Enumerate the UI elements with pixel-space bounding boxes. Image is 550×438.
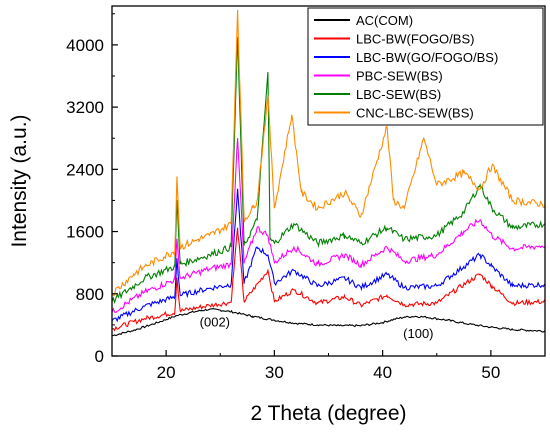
x-axis-title: 2 Theta (degree) [250, 402, 406, 425]
series-line-5 [112, 37, 545, 305]
peak-annotation: (100) [403, 326, 433, 341]
x-tick-label: 40 [373, 363, 392, 382]
peak-annotation: (002) [200, 314, 230, 329]
legend-label: AC(COM) [356, 13, 413, 28]
legend: AC(COM) LBC-BW(FOGO/BS) LBC-BW(GO/FOGO/BS)… [307, 7, 544, 126]
legend-label: LBC-BW(FOGO/BS) [356, 32, 474, 47]
y-tick-label: 2400 [66, 160, 104, 179]
y-tick-label: 3200 [66, 98, 104, 117]
annotations: (002) (100) [200, 314, 434, 341]
x-tick-label: 30 [265, 363, 284, 382]
y-tick-label: 1600 [66, 223, 104, 242]
axes-ticks: 20 30 40 50 0 800 1600 2400 3200 4000 [66, 13, 546, 382]
x-tick-label: 20 [157, 363, 176, 382]
legend-box [307, 7, 544, 126]
plot-area [112, 9, 545, 337]
legend-label: CNC-LBC-SEW(BS) [356, 106, 474, 121]
legend-label: LBC-SEW(BS) [356, 87, 441, 102]
series-line-2 [112, 227, 545, 332]
x-tick-label: 50 [481, 363, 500, 382]
y-axis-title: Intensity (a.u.) [8, 114, 31, 247]
series-line-4 [112, 138, 545, 313]
y-tick-label: 4000 [66, 36, 104, 55]
legend-label: PBC-SEW(BS) [356, 69, 443, 84]
series-line-1 [112, 308, 545, 337]
y-tick-label: 0 [95, 347, 104, 366]
y-tick-label: 800 [76, 285, 104, 304]
series-line-6 [112, 9, 545, 297]
legend-label: LBC-BW(GO/FOGO/BS) [356, 50, 498, 65]
series-line-3 [112, 188, 545, 323]
